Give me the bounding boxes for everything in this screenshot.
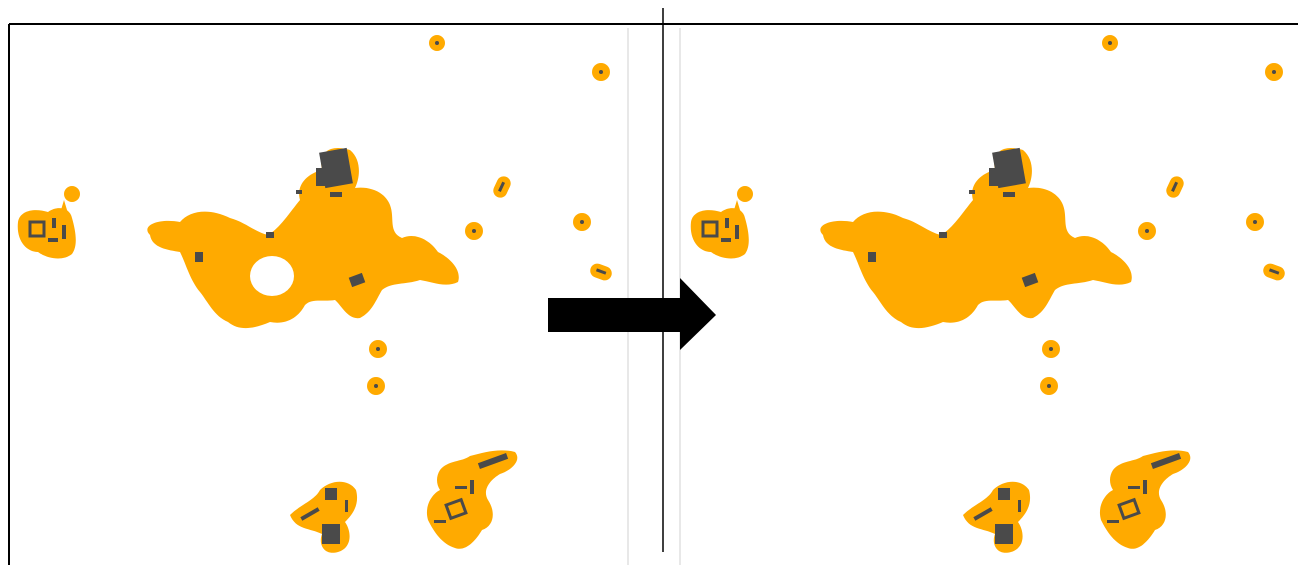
right-arrow-icon — [548, 278, 716, 350]
buffer-polygons — [17, 35, 614, 553]
panel-after — [690, 35, 1287, 553]
buffer-hole — [250, 256, 294, 296]
panel-before — [17, 35, 614, 553]
buffer-polygons — [690, 35, 1287, 553]
